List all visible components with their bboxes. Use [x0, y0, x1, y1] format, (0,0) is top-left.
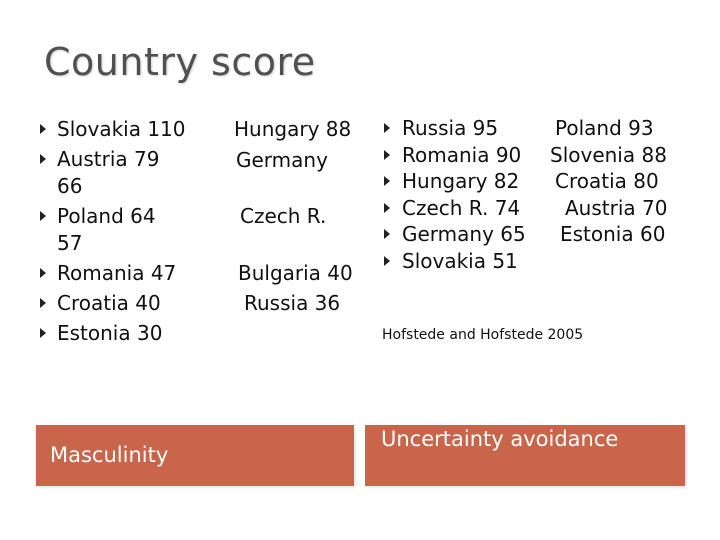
list-item: Poland 93 — [555, 116, 654, 140]
masculinity-label-box: Masculinity — [36, 425, 354, 486]
list-item: Russia 95 — [402, 116, 499, 140]
list-item: Romania 47 — [57, 261, 177, 285]
masculinity-label: Masculinity — [50, 443, 169, 467]
bullet-icon — [40, 268, 46, 278]
bullet-icon — [40, 328, 46, 338]
list-item: Romania 90 — [402, 143, 522, 167]
list-item: Czech R. — [240, 204, 327, 228]
list-item: Austria 70 — [565, 196, 668, 220]
list-item: Hungary 82 — [402, 169, 520, 193]
list-item: Estonia 30 — [57, 321, 163, 345]
list-item: Germany — [236, 148, 328, 172]
bullet-icon — [384, 176, 390, 186]
bullet-icon — [40, 211, 46, 221]
uncertainty-label-box: Uncertainty avoidance — [365, 425, 685, 486]
list-item: Poland 64 — [57, 204, 156, 228]
list-item-continuation: 66 — [57, 174, 83, 198]
list-item: Austria 79 — [57, 147, 160, 171]
list-item: Slovenia 88 — [550, 143, 667, 167]
list-item: Croatia 80 — [555, 169, 659, 193]
list-item: Germany 65 — [402, 222, 526, 246]
uncertainty-label: Uncertainty avoidance — [381, 427, 619, 451]
bullet-icon — [40, 154, 46, 164]
bullet-icon — [40, 124, 46, 134]
bullet-icon — [384, 203, 390, 213]
list-item-continuation: 57 — [57, 231, 83, 255]
bullet-icon — [384, 150, 390, 160]
list-item: Bulgaria 40 — [238, 261, 353, 285]
list-item: Russia 36 — [244, 291, 341, 315]
bullet-icon — [384, 123, 390, 133]
list-item: Czech R. 74 — [402, 196, 521, 220]
list-item: Slovakia 51 — [402, 249, 518, 273]
bullet-icon — [384, 229, 390, 239]
bullet-icon — [40, 298, 46, 308]
list-item: Slovakia 110 — [57, 117, 186, 141]
citation: Hofstede and Hofstede 2005 — [382, 327, 584, 343]
page-title: Country score — [44, 40, 316, 84]
list-item: Hungary 88 — [234, 117, 352, 141]
bullet-icon — [384, 256, 390, 266]
list-item: Croatia 40 — [57, 291, 161, 315]
list-item: Estonia 60 — [560, 222, 666, 246]
